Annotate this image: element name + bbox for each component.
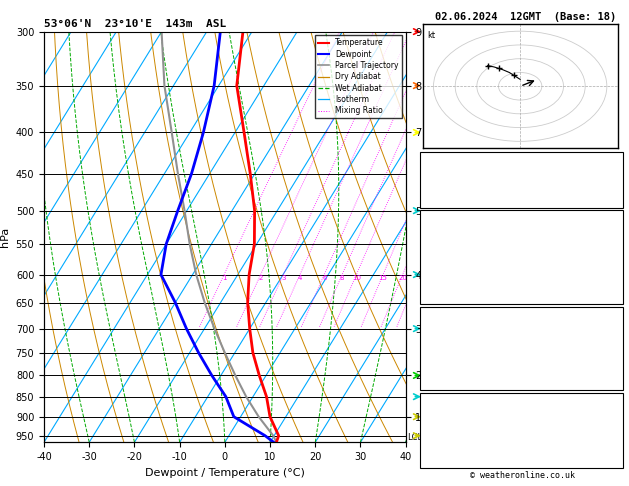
Text: CIN (J): CIN (J) <box>425 293 463 301</box>
Text: 0: 0 <box>613 379 619 388</box>
Text: 10.8: 10.8 <box>598 239 619 248</box>
Text: -17: -17 <box>603 426 619 435</box>
Text: Hodograph: Hodograph <box>498 396 545 405</box>
X-axis label: Dewpoint / Temperature (°C): Dewpoint / Temperature (°C) <box>145 468 305 478</box>
Text: Surface: Surface <box>503 212 540 221</box>
Text: Temp (°C): Temp (°C) <box>425 226 474 235</box>
Y-axis label: hPa: hPa <box>0 227 10 247</box>
Text: 14: 14 <box>608 455 619 465</box>
Text: 311: 311 <box>603 337 619 346</box>
Text: 0: 0 <box>613 293 619 301</box>
Text: Most Unstable: Most Unstable <box>486 309 557 318</box>
Text: StmSpd (kt): StmSpd (kt) <box>425 455 484 465</box>
Text: 307: 307 <box>603 252 619 261</box>
Text: 0: 0 <box>613 365 619 374</box>
Text: StmDir: StmDir <box>425 441 457 450</box>
Y-axis label: km
ASL: km ASL <box>427 228 449 246</box>
Text: Pressure (mb): Pressure (mb) <box>425 323 495 332</box>
Text: 4: 4 <box>298 275 302 280</box>
Text: θₑ(K): θₑ(K) <box>425 252 452 261</box>
Text: 8: 8 <box>340 275 345 280</box>
Text: 6: 6 <box>613 266 619 275</box>
Text: Totals Totals: Totals Totals <box>425 175 495 185</box>
Legend: Temperature, Dewpoint, Parcel Trajectory, Dry Adiabat, Wet Adiabat, Isotherm, Mi: Temperature, Dewpoint, Parcel Trajectory… <box>314 35 402 118</box>
Text: Mixing Ratio (g/kg): Mixing Ratio (g/kg) <box>492 218 501 297</box>
Text: K: K <box>425 157 431 166</box>
Text: kt: kt <box>427 31 435 40</box>
Text: 46: 46 <box>608 175 619 185</box>
Text: 950: 950 <box>603 323 619 332</box>
Text: 53°06'N  23°10'E  143m  ASL: 53°06'N 23°10'E 143m ASL <box>44 19 226 30</box>
Text: -41: -41 <box>603 411 619 420</box>
Text: 3: 3 <box>613 351 619 360</box>
Text: SREH: SREH <box>425 426 447 435</box>
Text: Lifted Index: Lifted Index <box>425 266 490 275</box>
Text: 1.61: 1.61 <box>598 194 619 203</box>
Text: 20: 20 <box>398 275 407 280</box>
Text: 3: 3 <box>281 275 286 280</box>
Text: CAPE (J): CAPE (J) <box>425 279 468 288</box>
Text: 258°: 258° <box>598 441 619 450</box>
Text: © weatheronline.co.uk: © weatheronline.co.uk <box>470 471 574 480</box>
Text: 0: 0 <box>613 279 619 288</box>
Text: Lifted Index: Lifted Index <box>425 351 490 360</box>
Text: θₑ (K): θₑ (K) <box>425 337 457 346</box>
Text: 10: 10 <box>352 275 361 280</box>
Text: EH: EH <box>425 411 436 420</box>
Text: 6: 6 <box>322 275 326 280</box>
Text: CIN (J): CIN (J) <box>425 379 463 388</box>
Text: CAPE (J): CAPE (J) <box>425 365 468 374</box>
Text: 2: 2 <box>259 275 263 280</box>
Text: 15: 15 <box>379 275 387 280</box>
Text: 1: 1 <box>222 275 226 280</box>
Text: PW (cm): PW (cm) <box>425 194 463 203</box>
Text: 11.4: 11.4 <box>598 226 619 235</box>
Text: 13: 13 <box>608 157 619 166</box>
Text: LCL: LCL <box>408 433 423 442</box>
Text: Dewp (°C): Dewp (°C) <box>425 239 474 248</box>
Text: 02.06.2024  12GMT  (Base: 18): 02.06.2024 12GMT (Base: 18) <box>435 12 616 22</box>
